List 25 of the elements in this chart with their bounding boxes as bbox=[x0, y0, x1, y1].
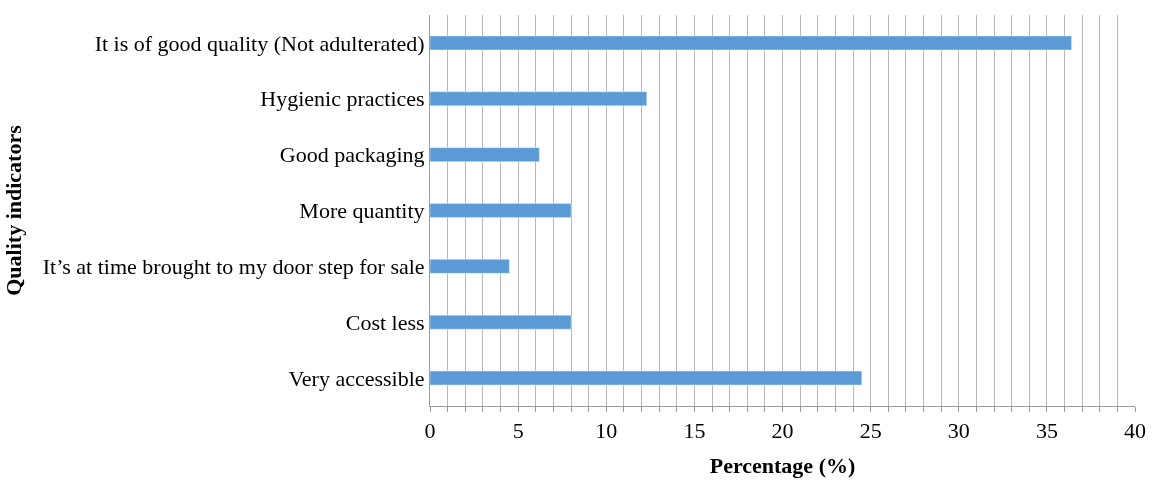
x-tick-label: 5 bbox=[512, 418, 524, 444]
x-tick-label: 20 bbox=[771, 418, 794, 444]
y-tick-label: It’s at time brought to my door step for sale bbox=[42, 254, 425, 280]
x-tick-label: 35 bbox=[1035, 418, 1058, 444]
x-tick-label: 15 bbox=[683, 418, 706, 444]
x-axis-title: Percentage (%) bbox=[709, 453, 856, 479]
bar bbox=[430, 147, 540, 162]
x-tick-label: 25 bbox=[859, 418, 882, 444]
bar bbox=[430, 259, 510, 274]
y-tick-label: Cost less bbox=[345, 309, 425, 335]
x-tick-label: 30 bbox=[947, 418, 970, 444]
y-axis-title: Quality indicators bbox=[0, 124, 26, 296]
y-tick-label: It is of good quality (Not adulterated) bbox=[94, 30, 425, 56]
y-tick-label: Good packaging bbox=[279, 142, 425, 168]
x-tick-label: 40 bbox=[1124, 418, 1146, 444]
bar bbox=[430, 203, 572, 218]
y-tick-label: Hygienic practices bbox=[260, 86, 425, 112]
y-tick-label: Very accessible bbox=[288, 365, 425, 391]
x-tick-label: 0 bbox=[424, 418, 436, 444]
bar bbox=[430, 35, 1072, 51]
bar bbox=[430, 370, 863, 386]
x-tick-label: 10 bbox=[595, 418, 618, 444]
y-tick-label: More quantity bbox=[299, 198, 425, 224]
bar bbox=[430, 91, 648, 107]
bar bbox=[430, 314, 572, 330]
